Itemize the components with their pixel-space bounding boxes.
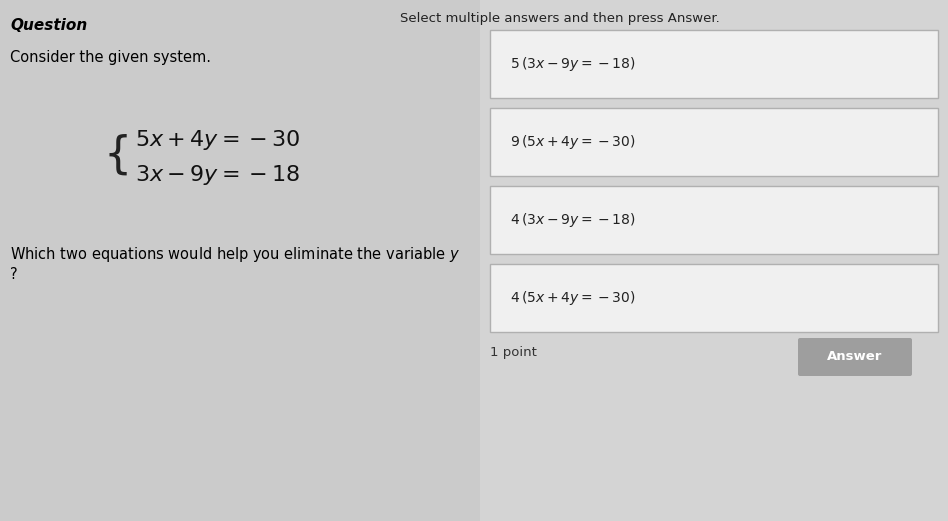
Text: $5x + 4y = -30$: $5x + 4y = -30$	[135, 128, 301, 152]
Text: Which two equations would help you eliminate the variable $y$: Which two equations would help you elimi…	[10, 245, 460, 264]
FancyBboxPatch shape	[798, 338, 912, 376]
Text: ?: ?	[10, 267, 18, 282]
FancyBboxPatch shape	[490, 186, 938, 254]
Text: Answer: Answer	[828, 351, 883, 364]
FancyBboxPatch shape	[490, 30, 938, 98]
FancyBboxPatch shape	[480, 0, 948, 521]
Text: Question: Question	[10, 18, 87, 33]
Text: $\{$: $\{$	[102, 132, 127, 178]
Text: $9\,(5x + 4y = -30)$: $9\,(5x + 4y = -30)$	[510, 133, 635, 151]
FancyBboxPatch shape	[490, 264, 938, 332]
Text: $4\,(3x - 9y = -18)$: $4\,(3x - 9y = -18)$	[510, 211, 635, 229]
Text: Select multiple answers and then press Answer.: Select multiple answers and then press A…	[400, 12, 720, 25]
Text: $5\,(3x - 9y = -18)$: $5\,(3x - 9y = -18)$	[510, 55, 635, 73]
Text: $3x - 9y = -18$: $3x - 9y = -18$	[135, 163, 301, 187]
Text: 1 point: 1 point	[490, 346, 537, 359]
Text: Consider the given system.: Consider the given system.	[10, 50, 211, 65]
FancyBboxPatch shape	[490, 108, 938, 176]
Text: $4\,(5x + 4y = -30)$: $4\,(5x + 4y = -30)$	[510, 289, 635, 307]
FancyBboxPatch shape	[0, 0, 480, 521]
